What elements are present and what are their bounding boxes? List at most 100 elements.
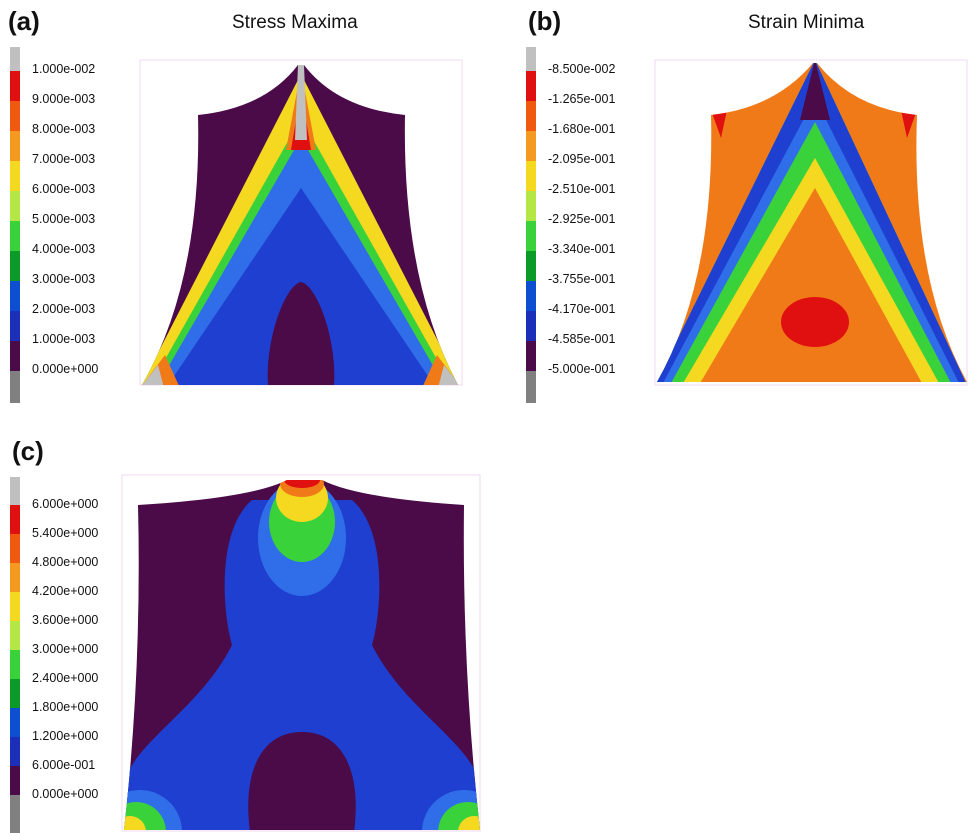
legend-label: 5.000e-003	[32, 212, 96, 226]
legend-swatch	[10, 71, 20, 101]
legend-label: 1.000e-002	[32, 62, 96, 76]
corner-yellow-left	[124, 816, 146, 830]
legend-swatch	[10, 371, 20, 403]
legend-swatch	[526, 131, 536, 161]
legend-label: 6.000e-001	[32, 758, 96, 772]
panel-title-b: Strain Minima	[748, 12, 865, 33]
legend-swatch	[526, 191, 536, 221]
legend-swatch	[10, 477, 20, 505]
legend-swatch	[10, 341, 20, 371]
legend-swatch	[10, 505, 20, 534]
legend-label: -3.340e-001	[548, 242, 616, 256]
top-red	[284, 480, 320, 488]
legend-label: 3.000e-003	[32, 272, 96, 286]
legend-swatch	[526, 161, 536, 191]
inner-purple-blob	[248, 732, 356, 830]
legend-swatch	[10, 708, 20, 737]
legend-label: -3.755e-001	[548, 272, 616, 286]
corner-yellow-right	[458, 816, 480, 830]
corner-grey-left	[142, 365, 164, 385]
legend-label: 4.200e+000	[32, 584, 99, 598]
legend-c: 6.000e+000 5.400e+000 4.800e+000 4.200e+…	[10, 477, 98, 833]
legend-label: -5.000e-001	[548, 362, 616, 376]
band-yellow	[657, 63, 967, 382]
corner-light-blue-right	[422, 790, 480, 830]
legend-label: 4.000e-003	[32, 242, 96, 256]
contour-plot-a	[139, 59, 463, 386]
legend-label: 3.600e+000	[32, 613, 99, 627]
legend-swatch	[526, 341, 536, 371]
legend-swatch	[10, 592, 20, 621]
legend-label: 1.800e+000	[32, 700, 99, 714]
inner-purple-blob	[267, 282, 335, 385]
panel-label-b: (b)	[528, 6, 562, 36]
legend-swatch	[526, 371, 536, 403]
legend-label: 1.000e-003	[32, 332, 96, 346]
legend-label: 4.800e+000	[32, 555, 99, 569]
tip-purple	[800, 63, 830, 120]
corner-grey-right	[438, 365, 458, 385]
legend-label: -2.925e-001	[548, 212, 616, 226]
legend-b: -8.500e-002 -1.265e-001 -1.680e-001 -2.0…	[526, 47, 615, 403]
legend-label: -4.170e-001	[548, 302, 616, 316]
legend-swatch	[526, 311, 536, 341]
legend-swatch	[526, 101, 536, 131]
contour-plot-c	[121, 474, 481, 832]
legend-swatch	[10, 191, 20, 221]
legend-swatch	[10, 650, 20, 679]
region-blue	[127, 500, 477, 830]
band-green	[142, 80, 458, 385]
legend-swatch	[10, 737, 20, 766]
legend-label: 9.000e-003	[32, 92, 96, 106]
legend-swatch	[10, 161, 20, 191]
legend-swatch	[10, 281, 20, 311]
plot-frame	[654, 59, 968, 386]
legend-label: 0.000e+000	[32, 362, 99, 376]
legend-label: 6.000e-003	[32, 182, 96, 196]
band-light-blue	[657, 63, 967, 382]
corner-green-left	[124, 802, 166, 830]
legend-swatch	[10, 251, 20, 281]
legend-swatch	[10, 131, 20, 161]
corner-red-left	[711, 110, 727, 138]
legend-a: 1.000e-002 9.000e-003 8.000e-003 7.000e-…	[10, 47, 98, 403]
legend-swatch	[526, 221, 536, 251]
legend-swatch	[526, 281, 536, 311]
corner-green-right	[438, 802, 480, 830]
legend-label: 5.400e+000	[32, 526, 99, 540]
band-grey	[295, 65, 307, 140]
legend-swatch	[10, 621, 20, 650]
panel-label-a: (a)	[8, 6, 40, 36]
legend-swatch	[10, 563, 20, 592]
legend-swatch	[10, 311, 20, 341]
legend-swatch	[10, 101, 20, 131]
panel-label-c: (c)	[12, 436, 44, 466]
legend-swatch	[10, 534, 20, 563]
legend-label: 0.000e+000	[32, 787, 99, 801]
legend-label: 3.000e+000	[32, 642, 99, 656]
legend-label: -8.500e-002	[548, 62, 616, 76]
core-red	[781, 297, 849, 347]
legend-label: -1.265e-001	[548, 92, 616, 106]
plot-frame	[121, 474, 481, 832]
legend-swatch	[526, 71, 536, 101]
legend-swatch	[526, 251, 536, 281]
legend-label: 2.000e-003	[32, 302, 96, 316]
legend-label: -4.585e-001	[548, 332, 616, 346]
legend-label: 2.400e+000	[32, 671, 99, 685]
contour-plot-b	[654, 59, 968, 386]
legend-label: 8.000e-003	[32, 122, 96, 136]
legend-swatch	[10, 679, 20, 708]
legend-label: 1.200e+000	[32, 729, 99, 743]
legend-swatch	[10, 47, 20, 71]
legend-label: 7.000e-003	[32, 152, 96, 166]
legend-label: 6.000e+000	[32, 497, 99, 511]
legend-swatch	[526, 47, 536, 71]
legend-swatch	[10, 221, 20, 251]
legend-label: -2.510e-001	[548, 182, 616, 196]
legend-label: -1.680e-001	[548, 122, 616, 136]
corner-red-right	[901, 110, 917, 138]
corner-light-blue-left	[124, 790, 182, 830]
legend-label: -2.095e-001	[548, 152, 616, 166]
legend-swatch	[10, 766, 20, 795]
